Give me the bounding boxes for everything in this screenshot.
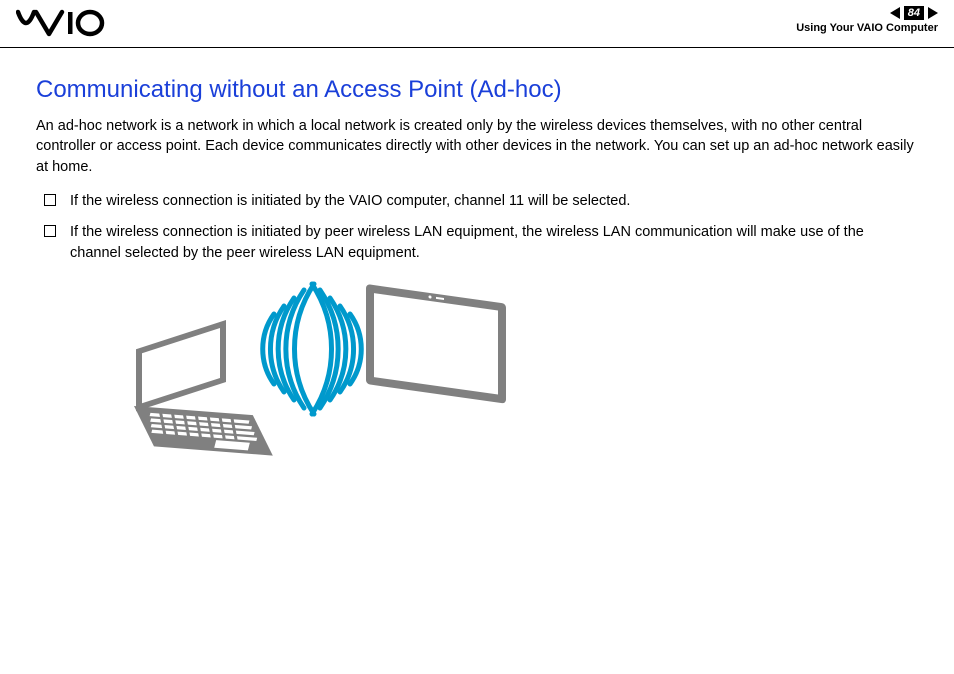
bullet-list: If the wireless connection is initiated … bbox=[36, 191, 918, 264]
list-item: If the wireless connection is initiated … bbox=[44, 222, 918, 264]
prev-page-icon[interactable] bbox=[890, 7, 900, 19]
next-page-icon[interactable] bbox=[928, 7, 938, 19]
adhoc-illustration bbox=[96, 274, 918, 479]
bullet-icon bbox=[44, 225, 56, 237]
page-content: Communicating without an Access Point (A… bbox=[0, 48, 954, 479]
laptop-icon bbox=[124, 320, 282, 456]
header-right: 84 Using Your VAIO Computer bbox=[796, 6, 938, 34]
bullet-text: If the wireless connection is initiated … bbox=[70, 222, 918, 264]
page-number: 84 bbox=[904, 6, 924, 20]
page-nav: 84 bbox=[796, 6, 938, 20]
wireless-waves-left-icon bbox=[263, 284, 314, 414]
page-header: 84 Using Your VAIO Computer bbox=[0, 0, 954, 48]
section-title: Communicating without an Access Point (A… bbox=[36, 76, 918, 104]
wireless-waves-right-icon bbox=[312, 284, 361, 414]
bullet-text: If the wireless connection is initiated … bbox=[70, 191, 630, 212]
bullet-icon bbox=[44, 194, 56, 206]
tablet-icon bbox=[366, 284, 506, 404]
section-label: Using Your VAIO Computer bbox=[796, 22, 938, 34]
list-item: If the wireless connection is initiated … bbox=[44, 191, 918, 212]
vaio-logo bbox=[16, 6, 126, 45]
intro-paragraph: An ad-hoc network is a network in which … bbox=[36, 116, 918, 177]
